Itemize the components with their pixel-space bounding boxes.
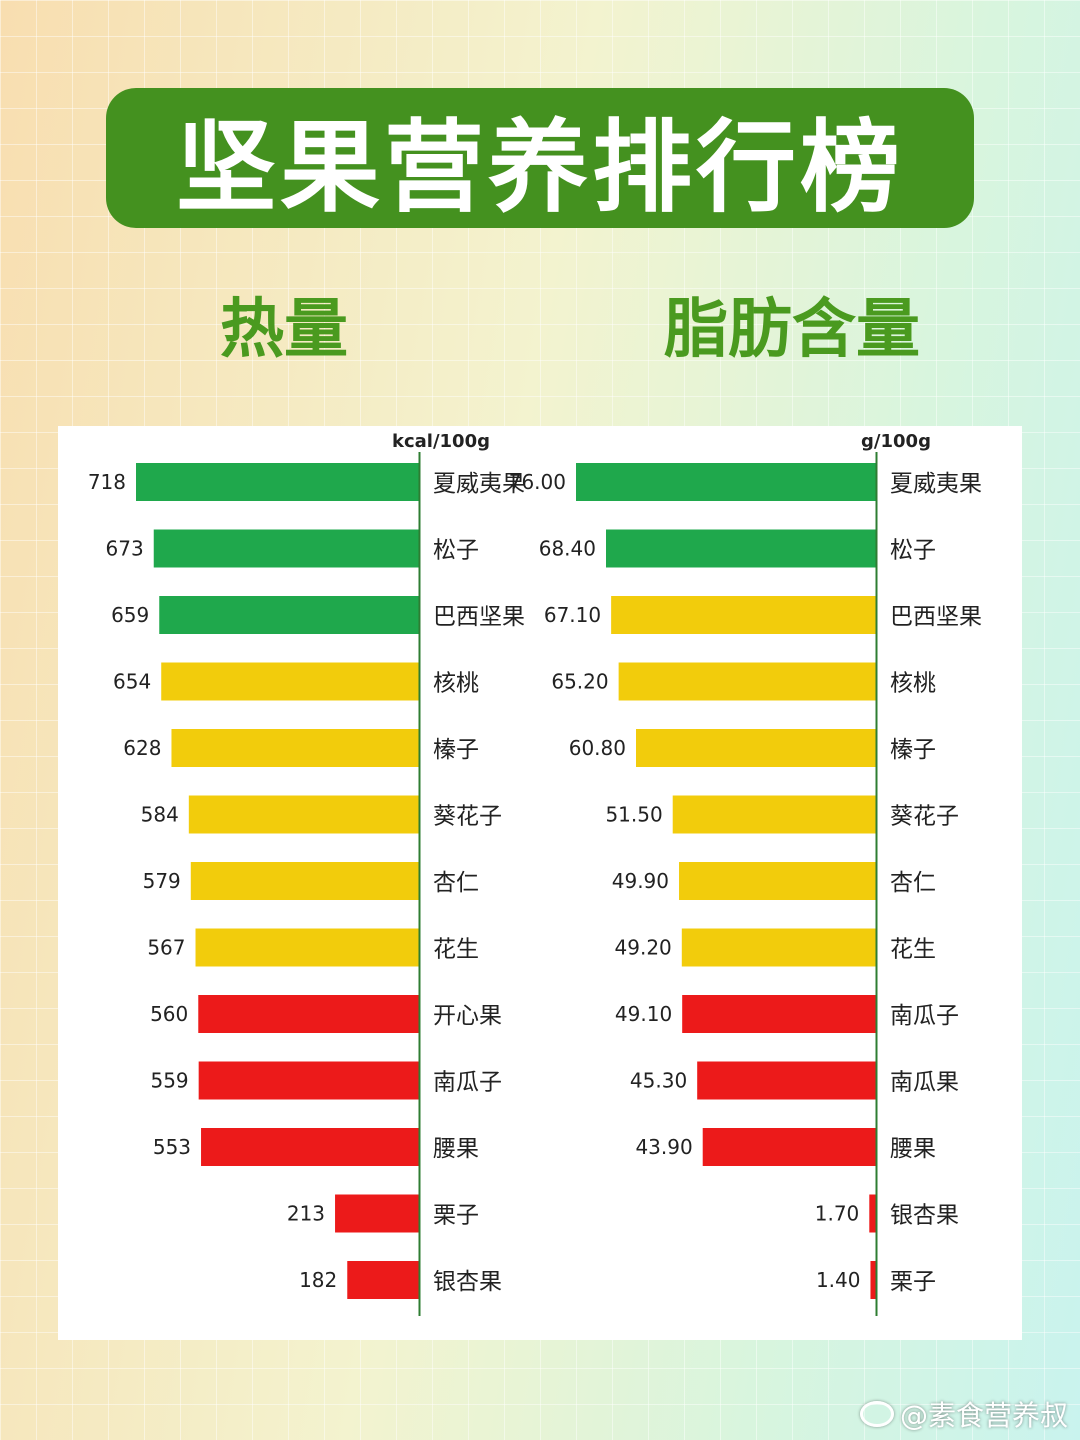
calorie-category-label: 巴西坚果 — [433, 604, 525, 630]
calorie-value-label: 560 — [150, 1002, 188, 1026]
calorie-value-label: 628 — [123, 736, 161, 760]
fat-category-label: 南瓜果 — [890, 1070, 959, 1096]
fat-bar — [672, 795, 876, 834]
weibo-icon — [859, 1401, 894, 1427]
fat-unit-label: g/100g — [861, 431, 931, 452]
fat-category-label: 杏仁 — [890, 870, 936, 896]
fat-value-label: 51.50 — [605, 803, 662, 827]
calorie-bar — [171, 729, 419, 767]
calorie-category-label: 银杏果 — [433, 1269, 502, 1295]
calorie-bar — [201, 1128, 419, 1166]
fat-value-label: 1.70 — [815, 1202, 860, 1226]
calorie-bar — [335, 1194, 419, 1233]
fat-chart: g/100g 76.00 夏威夷果 68.40 松子 67.10 巴西坚果 65.20 核桃 60… — [509, 431, 982, 1316]
fat-bar — [606, 529, 876, 568]
calorie-value-label: 673 — [106, 537, 144, 561]
fat-value-label: 45.30 — [630, 1069, 687, 1093]
fat-category-label: 栗子 — [890, 1269, 936, 1295]
calorie-bar — [195, 928, 419, 967]
fat-category-label: 巴西坚果 — [890, 604, 982, 630]
chart-panel: kcal/100g 718 夏威夷果 673 松子 659 巴西坚果 654 核桃 628 榛子 58… — [58, 426, 1022, 1340]
calorie-value-label: 567 — [147, 936, 185, 960]
fat-value-label: 76.00 — [509, 470, 566, 494]
fat-bar — [702, 1128, 876, 1166]
calorie-bar — [161, 662, 419, 701]
watermark-text: @素食营养叔 — [899, 1399, 1068, 1432]
calorie-category-label: 腰果 — [433, 1136, 479, 1162]
calorie-bar — [159, 596, 419, 634]
fat-category-label: 银杏果 — [890, 1203, 959, 1229]
fat-category-label: 核桃 — [890, 671, 936, 697]
fat-value-label: 49.20 — [615, 936, 672, 960]
calorie-bar — [198, 1061, 419, 1100]
fat-value-label: 68.40 — [539, 537, 596, 561]
fat-bar — [679, 862, 876, 900]
calorie-category-label: 榛子 — [433, 737, 479, 763]
fat-category-label: 榛子 — [890, 737, 936, 763]
fat-bar — [869, 1194, 876, 1233]
fat-category-label: 南瓜子 — [890, 1003, 959, 1029]
calorie-bar — [198, 995, 419, 1033]
calorie-category-label: 夏威夷果 — [433, 471, 525, 497]
calorie-unit-label: kcal/100g — [392, 431, 490, 452]
calorie-value-label: 182 — [299, 1268, 337, 1292]
fat-value-label: 65.20 — [551, 670, 608, 694]
calorie-category-label: 核桃 — [433, 671, 479, 697]
calorie-category-label: 花生 — [433, 937, 479, 963]
fat-bar — [618, 662, 876, 701]
fat-bar — [682, 995, 876, 1033]
watermark: @素食营养叔 — [859, 1394, 1068, 1434]
calorie-category-label: 开心果 — [433, 1003, 502, 1029]
calorie-subtitle: 热量 — [220, 293, 348, 367]
fat-value-label: 43.90 — [635, 1135, 692, 1159]
fat-value-label: 67.10 — [544, 603, 601, 627]
calorie-category-label: 南瓜子 — [433, 1070, 502, 1096]
fat-value-label: 60.80 — [569, 736, 626, 760]
calorie-value-label: 718 — [88, 470, 126, 494]
calorie-value-label: 659 — [111, 603, 149, 627]
fat-category-label: 花生 — [890, 937, 936, 963]
fat-category-label: 葵花子 — [890, 804, 959, 830]
fat-subtitle: 脂肪含量 — [664, 293, 920, 367]
calorie-value-label: 654 — [113, 670, 151, 694]
calorie-category-label: 葵花子 — [433, 804, 502, 830]
calorie-bar — [136, 463, 419, 501]
calorie-value-label: 553 — [153, 1135, 191, 1159]
fat-value-label: 49.90 — [612, 869, 669, 893]
calorie-value-label: 579 — [143, 869, 181, 893]
calorie-category-label: 松子 — [433, 538, 479, 564]
calorie-value-label: 213 — [287, 1202, 325, 1226]
calorie-bar — [190, 862, 419, 900]
calorie-value-label: 559 — [150, 1069, 188, 1093]
calorie-category-label: 杏仁 — [433, 870, 479, 896]
page-title: 坚果营养排行榜 — [106, 88, 974, 228]
fat-bar — [636, 729, 876, 767]
fat-category-label: 夏威夷果 — [890, 471, 982, 497]
calorie-bar — [347, 1261, 419, 1299]
fat-value-label: 49.10 — [615, 1002, 672, 1026]
fat-bar — [697, 1061, 876, 1100]
fat-bar — [611, 596, 876, 634]
fat-bar — [681, 928, 876, 967]
calorie-chart: kcal/100g 718 夏威夷果 673 松子 659 巴西坚果 654 核桃 628 榛子 58… — [88, 431, 525, 1316]
fat-value-label: 1.40 — [816, 1268, 861, 1292]
calorie-bar — [153, 529, 420, 568]
calorie-bar — [188, 795, 419, 834]
calorie-value-label: 584 — [141, 803, 179, 827]
fat-category-label: 腰果 — [890, 1136, 936, 1162]
charts-svg: kcal/100g 718 夏威夷果 673 松子 659 巴西坚果 654 核桃 628 榛子 58… — [88, 431, 982, 1316]
calorie-category-label: 栗子 — [433, 1203, 479, 1229]
fat-category-label: 松子 — [890, 538, 936, 564]
fat-bar — [576, 463, 876, 501]
fat-bar — [870, 1261, 876, 1299]
